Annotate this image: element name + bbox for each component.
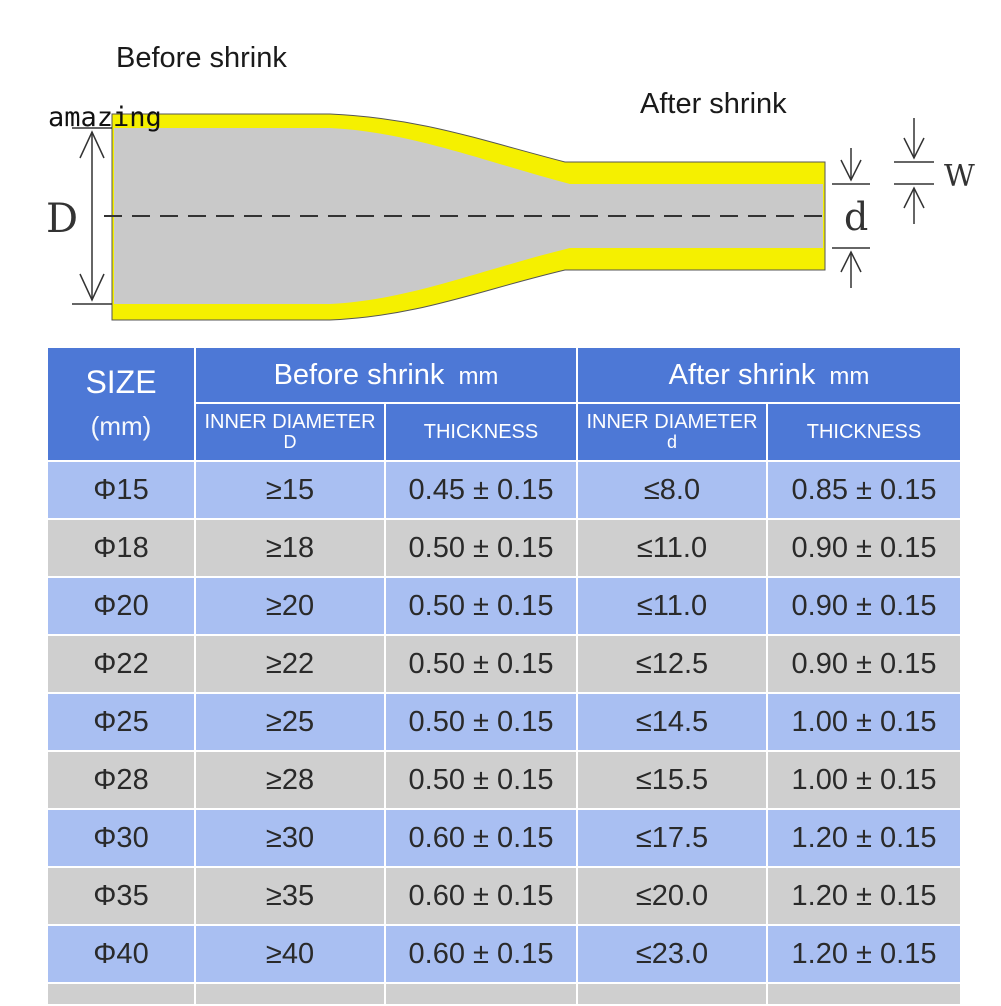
cell-before-thickness: 0.50 ± 0.15 — [386, 694, 576, 750]
header-inner-d-symbol: d — [666, 432, 677, 452]
cell-before-thickness: 0.50 ± 0.15 — [386, 578, 576, 634]
dim-w-label: W — [944, 159, 975, 194]
cell-before-inner-diameter: ≥15 — [196, 462, 384, 518]
header-before-unit: mm — [458, 362, 499, 390]
cell-after-thickness: 0.90 ± 0.15 — [768, 578, 960, 634]
table-row-partial — [48, 984, 960, 1004]
cell-after-thickness: 0.85 ± 0.15 — [768, 462, 960, 518]
header-after-label: After shrink — [668, 358, 816, 391]
cell-size: Φ30 — [48, 810, 194, 866]
cell-after-inner-diameter: ≤17.5 — [578, 810, 766, 866]
cell-after-thickness: 0.90 ± 0.15 — [768, 636, 960, 692]
cell-size: Φ28 — [48, 752, 194, 808]
cell-size: Φ40 — [48, 926, 194, 982]
cell-before-thickness: 0.45 ± 0.15 — [386, 462, 576, 518]
table-row: Φ40 ≥40 0.60 ± 0.15 ≤23.0 1.20 ± 0.15 — [48, 926, 960, 982]
dim-w-arrow-up-icon — [903, 186, 925, 209]
spec-table: SIZE (mm) Before shrink mm After shrink mm… — [46, 346, 962, 1006]
cell-before-thickness: 0.50 ± 0.15 — [386, 636, 576, 692]
header-size-label: SIZE — [85, 364, 157, 400]
header-after-thickness: THICKNESS — [768, 404, 960, 460]
header-after-unit: mm — [829, 362, 870, 390]
cell-before-thickness: 0.60 ± 0.15 — [386, 810, 576, 866]
cell-before-thickness: 0.50 ± 0.15 — [386, 752, 576, 808]
dim-d-arrow-down-icon — [840, 159, 862, 182]
cell-before-inner-diameter: ≥22 — [196, 636, 384, 692]
header-before-shrink: Before shrink mm — [196, 348, 576, 402]
cell-before-inner-diameter: ≥30 — [196, 810, 384, 866]
table-row: Φ28 ≥28 0.50 ± 0.15 ≤15.5 1.00 ± 0.15 — [48, 752, 960, 808]
cell-size: Φ15 — [48, 462, 194, 518]
dim-D-arrow-up-icon — [79, 130, 105, 159]
cell-before-inner-diameter: ≥25 — [196, 694, 384, 750]
table-row: Φ18 ≥18 0.50 ± 0.15 ≤11.0 0.90 ± 0.15 — [48, 520, 960, 576]
cell-after-inner-diameter: ≤14.5 — [578, 694, 766, 750]
cell-after-inner-diameter: ≤23.0 — [578, 926, 766, 982]
header-inner-diameter-label: INNER DIAMETER — [204, 411, 376, 433]
cell-size: Φ22 — [48, 636, 194, 692]
cell-size: Φ20 — [48, 578, 194, 634]
header-before-thickness: THICKNESS — [386, 404, 576, 460]
header-size-unit: (mm) — [90, 411, 152, 441]
dim-d-label: d — [844, 195, 868, 239]
cell-after-inner-diameter: ≤8.0 — [578, 462, 766, 518]
dim-D-label: D — [46, 196, 78, 242]
cell-size: Φ18 — [48, 520, 194, 576]
table-row: Φ22 ≥22 0.50 ± 0.15 ≤12.5 0.90 ± 0.15 — [48, 636, 960, 692]
header-after-shrink: After shrink mm — [578, 348, 960, 402]
cell-after-thickness: 1.20 ± 0.15 — [768, 868, 960, 924]
cell-after-thickness: 1.20 ± 0.15 — [768, 810, 960, 866]
cell-before-thickness: 0.60 ± 0.15 — [386, 868, 576, 924]
cell-before-inner-diameter: ≥18 — [196, 520, 384, 576]
cell-after-inner-diameter: ≤11.0 — [578, 520, 766, 576]
cell-before-inner-diameter: ≥35 — [196, 868, 384, 924]
table-row: Φ15 ≥15 0.45 ± 0.15 ≤8.0 0.85 ± 0.15 — [48, 462, 960, 518]
cell-size: Φ25 — [48, 694, 194, 750]
dim-w-arrow-down-icon — [903, 137, 925, 160]
cell-after-inner-diameter: ≤15.5 — [578, 752, 766, 808]
watermark-text: amazing — [48, 102, 162, 133]
cell-after-thickness: 1.00 ± 0.15 — [768, 752, 960, 808]
before-shrink-label: Before shrink — [116, 42, 287, 74]
cell-before-inner-diameter: ≥20 — [196, 578, 384, 634]
header-inner-D-symbol: D — [283, 432, 297, 452]
table-row: Φ30 ≥30 0.60 ± 0.15 ≤17.5 1.20 ± 0.15 — [48, 810, 960, 866]
dim-d-arrow-up-icon — [840, 250, 862, 273]
header-size: SIZE (mm) — [48, 348, 194, 460]
cell-before-thickness: 0.50 ± 0.15 — [386, 520, 576, 576]
cell-after-inner-diameter: ≤20.0 — [578, 868, 766, 924]
cell-before-thickness: 0.60 ± 0.15 — [386, 926, 576, 982]
shrink-tube-diagram: D d W — [46, 113, 975, 321]
header-before-inner-diameter: INNER DIAMETER D — [196, 404, 384, 460]
cell-after-inner-diameter: ≤11.0 — [578, 578, 766, 634]
after-shrink-label: After shrink — [640, 88, 787, 120]
cell-after-thickness: 0.90 ± 0.15 — [768, 520, 960, 576]
cell-after-inner-diameter: ≤12.5 — [578, 636, 766, 692]
cell-before-inner-diameter: ≥40 — [196, 926, 384, 982]
cell-after-thickness: 1.20 ± 0.15 — [768, 926, 960, 982]
cell-size: Φ35 — [48, 868, 194, 924]
table-row: Φ35 ≥35 0.60 ± 0.15 ≤20.0 1.20 ± 0.15 — [48, 868, 960, 924]
dim-D-arrow-down-icon — [79, 273, 105, 302]
header-after-inner-diameter: INNER DIAMETER d — [578, 404, 766, 460]
cell-after-thickness: 1.00 ± 0.15 — [768, 694, 960, 750]
table-row: Φ20 ≥20 0.50 ± 0.15 ≤11.0 0.90 ± 0.15 — [48, 578, 960, 634]
header-inner-diameter-label: INNER DIAMETER — [586, 411, 758, 433]
cell-before-inner-diameter: ≥28 — [196, 752, 384, 808]
table-row: Φ25 ≥25 0.50 ± 0.15 ≤14.5 1.00 ± 0.15 — [48, 694, 960, 750]
header-before-label: Before shrink — [273, 358, 445, 391]
